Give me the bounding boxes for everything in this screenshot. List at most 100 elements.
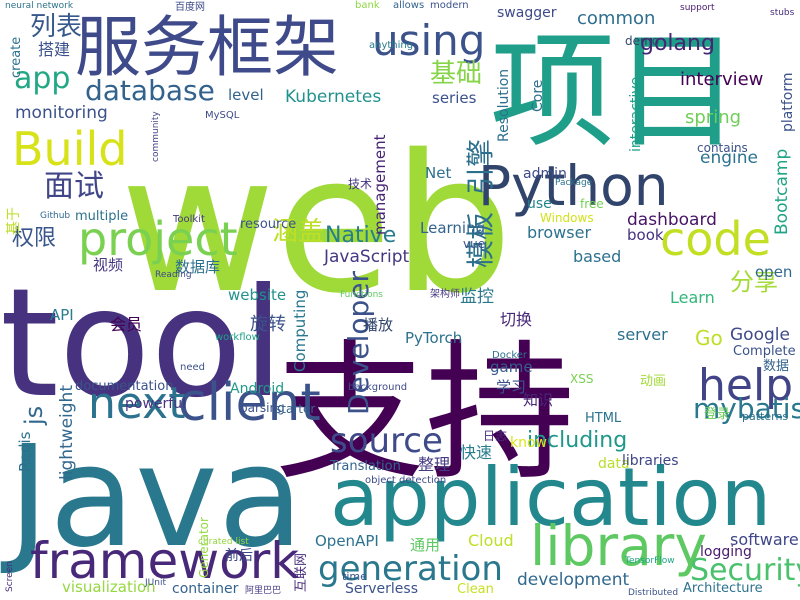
word: Architecture — [683, 581, 763, 596]
word: 整理 — [418, 455, 450, 474]
word: spring — [685, 107, 741, 128]
word: 旋转 — [250, 314, 286, 335]
word: browser — [527, 223, 591, 242]
word: 基础 — [430, 59, 482, 89]
word: Github — [40, 211, 70, 221]
word: 学习 — [496, 378, 526, 396]
word: Generator — [197, 517, 211, 578]
word: web — [120, 114, 513, 335]
word: based — [573, 247, 621, 266]
word: free — [580, 197, 604, 211]
word: software — [730, 530, 799, 549]
word: tool — [0, 257, 284, 431]
word: engine — [700, 148, 758, 168]
word: 项目 — [490, 20, 740, 165]
word: 面试 — [44, 169, 104, 204]
word: support — [680, 3, 715, 13]
word: Translation — [329, 459, 401, 474]
word: community — [151, 111, 161, 162]
word: Java — [0, 416, 304, 579]
word: need — [180, 362, 205, 373]
word: Docker — [492, 350, 528, 361]
word: demo — [625, 34, 659, 48]
word: Cloud — [468, 531, 514, 550]
word: Learning — [420, 219, 485, 237]
word: using — [372, 16, 485, 65]
word: parsing — [240, 401, 285, 415]
word: anything — [369, 40, 413, 51]
word: 百度网 — [175, 0, 205, 13]
word: create — [9, 37, 24, 78]
word: vue — [463, 237, 485, 251]
word: 支持 — [275, 327, 575, 501]
word: development — [517, 570, 629, 590]
word: code — [660, 212, 771, 266]
word: bank — [355, 0, 380, 11]
word: Google — [730, 325, 790, 345]
word: mybatis — [693, 392, 800, 425]
word: Redis — [16, 431, 34, 472]
word: golang — [640, 31, 715, 56]
word: contains — [697, 141, 748, 155]
word: monitoring — [15, 103, 108, 123]
word: HTML — [585, 411, 622, 426]
word: Windows — [540, 211, 594, 225]
word: 架构师 — [430, 287, 460, 300]
word: container — [172, 581, 239, 597]
word: series — [432, 89, 477, 107]
word: 知识 — [523, 391, 553, 409]
word: XSS — [570, 372, 593, 386]
word: js — [20, 406, 48, 426]
word: Python — [478, 154, 669, 218]
word: interactive — [628, 77, 644, 152]
word: dashboard — [627, 210, 717, 230]
word: 涵盖 — [272, 217, 324, 247]
word: modern — [430, 0, 469, 11]
word: time — [342, 570, 367, 583]
word: 播放 — [363, 316, 393, 334]
word: OpenAPI — [315, 532, 379, 550]
word: open — [755, 263, 792, 281]
word: 前后 — [225, 547, 253, 564]
word: starter — [275, 402, 315, 416]
word: patterns — [742, 410, 788, 423]
word: swagger — [497, 5, 557, 21]
word: libraries — [622, 453, 679, 469]
word: common — [577, 8, 655, 29]
word: 数据库 — [175, 258, 220, 276]
word: powerful — [125, 396, 186, 412]
word: Core — [530, 80, 546, 112]
word: Native — [325, 223, 396, 248]
word: curated list — [198, 537, 249, 547]
word: client — [178, 373, 321, 433]
word: 切换 — [500, 310, 532, 329]
word: visualization — [62, 578, 156, 596]
word: 视频 — [93, 256, 123, 274]
word: allows — [393, 0, 424, 11]
word: project — [78, 212, 238, 266]
word: logging — [700, 544, 752, 560]
word: 会员 — [110, 315, 142, 334]
word: game — [490, 358, 533, 376]
word: Build — [12, 122, 127, 176]
word: 登录 — [704, 407, 730, 422]
word: Computing — [291, 290, 309, 372]
word: multiple — [75, 209, 128, 224]
word: framework — [30, 532, 299, 590]
word: 模板 — [464, 212, 497, 268]
word: 阿里巴巴 — [245, 585, 281, 596]
word: platform — [780, 73, 796, 133]
word: API — [50, 306, 74, 324]
word: 数据 — [763, 359, 789, 374]
word: 技术 — [348, 177, 372, 191]
word: documentation — [75, 379, 173, 394]
word: 列表 — [30, 12, 82, 42]
word: 分享 — [730, 268, 778, 296]
word: help — [698, 360, 793, 411]
word: Complete — [733, 344, 796, 359]
word: 日志 — [483, 429, 507, 443]
word: JavaScript — [323, 247, 410, 267]
word: JUnit — [144, 578, 166, 588]
word: server — [617, 325, 668, 344]
word: book — [627, 226, 664, 244]
